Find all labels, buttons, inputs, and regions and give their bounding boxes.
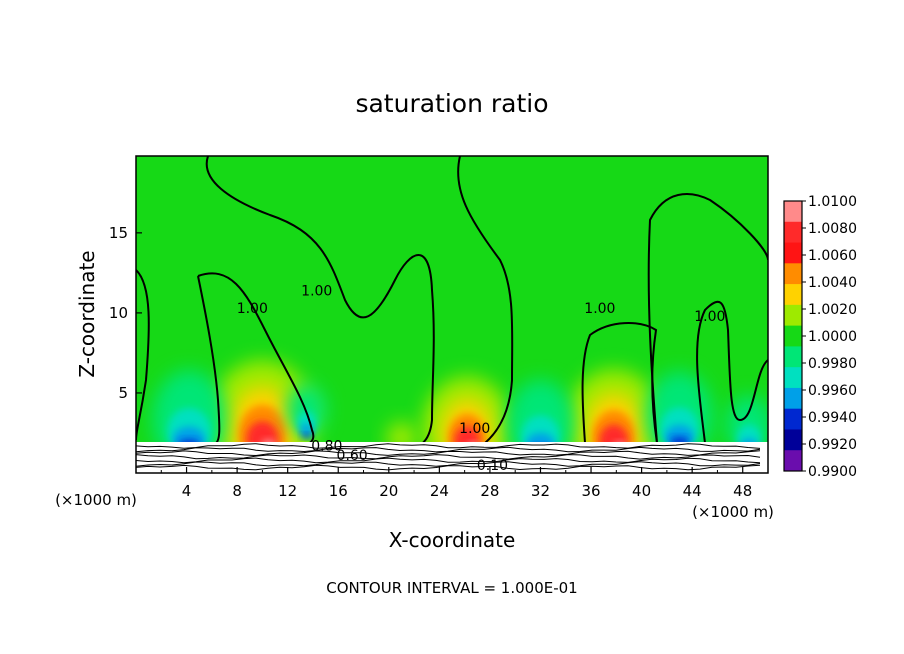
x-axis-label: X-coordinate: [389, 528, 516, 552]
contour-label: 1.00: [301, 283, 332, 299]
chart-title: saturation ratio: [355, 89, 548, 118]
colorbar-swatch: [784, 346, 802, 368]
colorbar-label: 1.0080: [808, 221, 857, 237]
colorbar-swatch: [784, 387, 802, 410]
colorbar-label: 0.9920: [808, 437, 857, 453]
colorbar-swatch: [784, 201, 802, 223]
x-tick-label: 16: [329, 482, 348, 500]
contour-interval-note: CONTOUR INTERVAL = 1.000E-01: [326, 579, 577, 597]
contour-label: 0.80: [311, 439, 342, 455]
colorbar: 1.0100 1.0080 1.0060 1.0040 1.0020 1.0000 0.99…: [783, 194, 857, 480]
colorbar-swatch: [784, 304, 802, 327]
colorbar-swatch: [784, 450, 802, 472]
colorbar-label: 0.9940: [808, 410, 857, 426]
x-unit-right: (×1000 m): [692, 503, 774, 521]
y-axis: 5 10 15: [109, 224, 142, 402]
colorbar-swatch: [784, 221, 802, 244]
contour-line-2: [197, 272, 315, 445]
colorbar-label: 1.0000: [808, 329, 857, 345]
y-axis-label: Z-coordinate: [75, 250, 99, 377]
x-tick-label: 48: [733, 482, 752, 500]
x-tick-label: 40: [632, 482, 651, 500]
contour-line-8: [136, 269, 150, 441]
colorbar-label: 1.0040: [808, 275, 857, 291]
contour-line-6: [647, 193, 768, 444]
colorbar-label: 0.9960: [808, 383, 857, 399]
colorbar-swatch: [784, 284, 802, 306]
x-tick-label: 20: [379, 482, 398, 500]
dry-cell: [646, 371, 713, 461]
plot-frame: [135, 155, 769, 474]
contour-label: 1.00: [584, 301, 615, 317]
y-tick-label: 15: [109, 224, 128, 242]
contour-label: 0.60: [337, 448, 368, 464]
x-tick-label: 4: [182, 482, 192, 500]
colorbar-label: 1.0060: [808, 248, 857, 264]
colorbar-swatch: [784, 367, 802, 389]
contour-line-1: [205, 156, 435, 446]
colorbar-swatch: [784, 429, 802, 451]
colorbar-label: 0.9980: [808, 356, 857, 372]
contour-lines: [136, 156, 768, 446]
x-axis: 4 8 12 16 20 24 28 32 36 40 44 48: [160, 467, 752, 500]
colorbar-label: 1.0020: [808, 302, 857, 318]
colorbar-swatch: [784, 242, 802, 264]
x-tick-label: 44: [683, 482, 702, 500]
colorbar-swatch: [784, 325, 802, 347]
contour-labels: 1.00 1.00 1.00 1.00 1.00 0.800.60 0.10: [237, 283, 726, 474]
colorbar-swatch: [784, 408, 802, 430]
plot-area: [136, 156, 768, 473]
x-tick-label: 24: [430, 482, 449, 500]
near-ground-layer: [136, 442, 768, 473]
contour-line-3: [197, 275, 221, 444]
contour-line-7: [696, 300, 768, 444]
ground-contour: [136, 461, 761, 467]
ground-contour: [136, 450, 761, 457]
contour-line-4: [457, 156, 514, 444]
ground-contour: [136, 464, 761, 471]
contour-label: 1.00: [459, 421, 490, 437]
y-tick-label: 10: [109, 304, 128, 322]
x-tick-label: 28: [480, 482, 499, 500]
x-tick-label: 8: [232, 482, 242, 500]
colorbar-label: 0.9900: [808, 464, 857, 480]
x-tick-label: 32: [531, 482, 550, 500]
x-tick-label: 12: [278, 482, 297, 500]
y-tick-label: 5: [118, 384, 128, 402]
colorbar-label: 1.0100: [808, 194, 857, 210]
contour-label: 1.00: [694, 309, 725, 325]
x-tick-label: 36: [581, 482, 600, 500]
x-unit-left: (×1000 m): [55, 491, 137, 509]
ground-contour: [136, 446, 761, 453]
ground-contour: [136, 443, 761, 449]
ground-contour: [136, 457, 761, 464]
colorbar-swatch: [784, 263, 802, 285]
contour-label: 1.00: [237, 301, 268, 317]
ground-contour: [136, 454, 761, 460]
contour-label: 0.10: [477, 458, 508, 474]
